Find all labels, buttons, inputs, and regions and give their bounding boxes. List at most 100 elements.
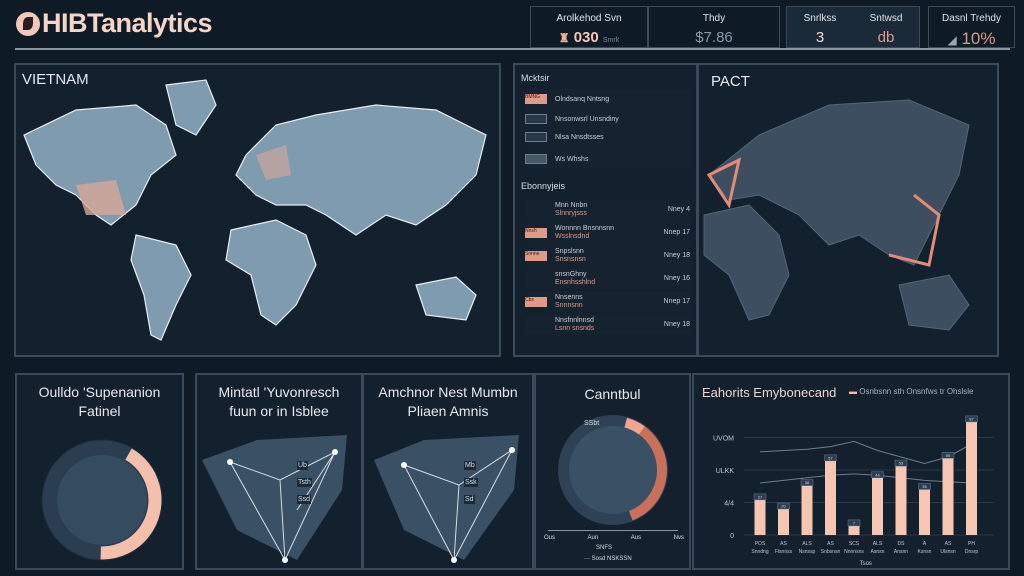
bar-value-label: 35 — [922, 484, 927, 489]
highlight-border — [706, 157, 742, 209]
node-label: Mb — [464, 461, 476, 470]
kpi-label: Snrlkss — [803, 13, 837, 24]
x-tick-code: AS — [945, 541, 952, 547]
kpi-label: Arolkehod Svn — [556, 13, 622, 24]
kpi-card-2[interactable]: Thdy $7.86 — [648, 6, 780, 48]
chart-title: Eahorits Emybonecand — [702, 385, 837, 400]
kpi-value: ◢ 10% — [947, 29, 996, 48]
bar — [754, 499, 766, 535]
bar-label-box — [871, 471, 884, 479]
list-item[interactable]: Nnsonwsrl Unsndiny — [525, 109, 690, 129]
list-item[interactable]: Mnn Nnbn Slnnryjsss Nney 4 — [525, 199, 690, 220]
region-map[interactable] — [699, 65, 997, 355]
highlight-region — [76, 180, 126, 215]
bar — [848, 525, 860, 535]
list-item[interactable]: snsnGhny Ensnhsshlnd Nney 16 — [525, 268, 690, 289]
bar-chart-panel: Eahorits Emybonecand ▬ Osnbsnn sth Onsnf… — [692, 373, 1010, 570]
bar-value-label: 53 — [899, 461, 904, 466]
highlight-region — [256, 145, 291, 180]
x-tick-code: POS — [755, 541, 766, 547]
bar — [872, 477, 883, 535]
axis-ticks: Ous Aun Aus Nvs — [544, 535, 684, 541]
section-heading: Mcktsir — [521, 73, 550, 83]
x-tick-code: AS — [827, 541, 834, 547]
kpi-value: $7.86 — [695, 29, 733, 46]
node-label: Ssk — [464, 478, 478, 487]
list-item[interactable]: BMNG Olndsanq Nntsng — [525, 89, 690, 109]
app-title: HIBTanalytics — [42, 8, 213, 38]
kpi-value: ♜ 030 Smrk — [558, 29, 620, 46]
list-item[interactable]: Nnsfnnlnnsd Lsnn snsnds Nney 18 — [525, 314, 690, 335]
kpi-value: 3 — [815, 29, 825, 46]
y-tick-label: 0 — [730, 533, 734, 540]
bar-value-label: 57 — [828, 455, 833, 460]
x-axis-title: Tsos — [860, 561, 872, 567]
bar-label-box — [800, 479, 814, 486]
chart-legend: ▬ Osnbsnn sth Onsnfws tr Ohslsle — [849, 387, 974, 396]
kpi-label: Sntwsd — [869, 13, 903, 24]
asia — [708, 99, 970, 266]
kpi-value: db — [877, 29, 895, 46]
bar-value-label: 27 — [758, 494, 763, 499]
kpi-label: Dasnl Trehdy — [942, 13, 1001, 24]
app-logo[interactable]: HIBTanalytics — [16, 8, 213, 39]
gauge-chart — [41, 439, 163, 561]
bar-chart: 0 4/4 ULKK UVOM 27 POS Snndng 20 AS Flsnnss 38 ALS N… — [713, 415, 994, 567]
bar-label-box — [965, 415, 978, 423]
axis-line — [548, 530, 678, 531]
network-panel-2: Amchnor Nest Mumbn Pliaen Amnis Mb Ssk Sd — [362, 373, 534, 570]
x-tick-label: Dnsrp — [965, 549, 979, 555]
world-map-panel[interactable]: VIETNAM — [14, 63, 501, 357]
y-tick-label: 4/4 — [724, 501, 734, 508]
bar — [801, 485, 813, 535]
kpi-card-4[interactable]: Dasnl Trehdy ◢ 10% — [928, 6, 1015, 48]
list-item[interactable]: Snnne Snpslsnn Snsnsnsn Nney 18 — [525, 245, 690, 266]
bar-value-label: 7 — [853, 520, 856, 525]
panel-title: Canntbul — [584, 386, 641, 402]
x-tick-label: Ansnn — [894, 549, 908, 555]
region-map-panel[interactable]: PACT — [697, 63, 999, 357]
bar-value-label: 44 — [875, 472, 880, 477]
list-item[interactable]: Nnsh Wonnnn Bnsnnsnn Wsslnsdnd Nnep 17 — [525, 222, 690, 243]
north-america — [23, 104, 177, 226]
bar-value-label: 38 — [805, 480, 810, 485]
list-item[interactable]: Ws Whshs — [525, 149, 690, 169]
x-tick-label: Flsnnss — [775, 549, 793, 555]
node-label: Ssd — [297, 495, 312, 504]
network-graph — [374, 435, 519, 563]
gauge-panel: Oulldo 'Supenanion Fatinel — [15, 373, 184, 570]
africa — [703, 204, 790, 321]
leaf-logo-icon — [16, 11, 40, 36]
bar-value-label: 20 — [781, 504, 786, 509]
x-tick-code: PH — [968, 541, 975, 547]
list-item[interactable]: Cbs Nnsenns Snnnsnn Nnep 17 — [525, 291, 690, 312]
person-icon: ♜ — [558, 31, 570, 45]
list-item[interactable]: Nlsa Nnsdtsses — [525, 127, 690, 147]
kpi-label: Thdy — [702, 13, 726, 24]
legend: — Sosd NSKSSN — [584, 556, 632, 562]
x-tick-code: ALS — [802, 541, 812, 547]
kpi-card-1[interactable]: Arolkehod Svn ♜ 030 Smrk — [530, 6, 648, 48]
donut-segment — [559, 416, 667, 524]
bar — [825, 460, 836, 535]
bar — [919, 489, 930, 535]
donut-label: SSbt — [584, 420, 600, 427]
bar — [942, 458, 954, 535]
south-america — [130, 234, 192, 341]
node-label: Ub — [297, 461, 308, 470]
section-heading: Ebonnyjeis — [521, 181, 566, 191]
y-tick-label: ULKK — [716, 468, 735, 475]
greenland — [165, 79, 217, 136]
axis-title: SNFS — [596, 545, 613, 551]
gauge-fill — [42, 440, 162, 560]
world-map[interactable] — [16, 65, 499, 355]
network-graph — [202, 435, 347, 563]
bar — [966, 421, 977, 535]
bar-label-box — [941, 452, 955, 459]
series-line-lower — [759, 473, 972, 484]
bar-label-box — [918, 483, 931, 490]
x-tick-code: AS — [780, 541, 787, 547]
x-tick-code: DS — [898, 541, 906, 547]
kpi-card-3[interactable]: Snrlkss 3 Sntwsd db — [786, 6, 920, 48]
bar-value-label: 87 — [969, 416, 974, 421]
